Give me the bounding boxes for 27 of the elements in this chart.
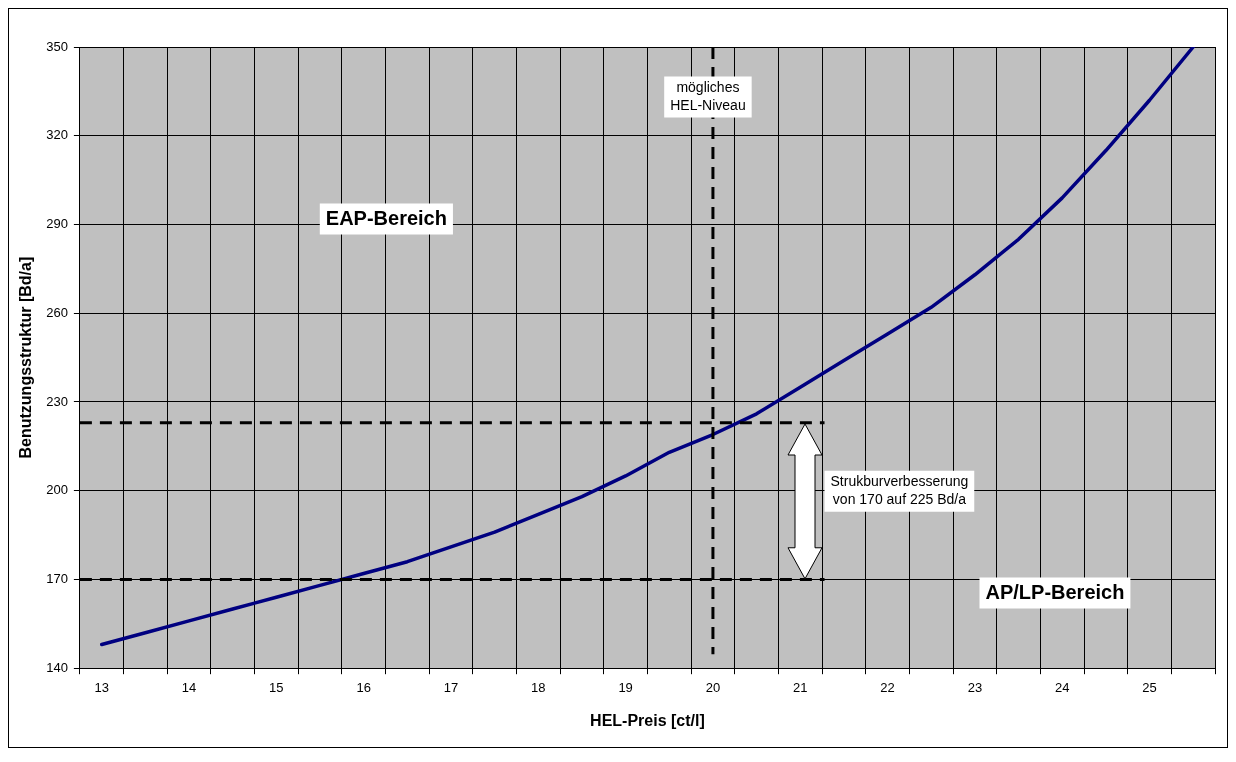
x-tick-label: 14 [181, 679, 197, 695]
x-tick-label: 20 [705, 679, 721, 695]
annotation: EAP-Bereich [325, 206, 447, 229]
y-tick-label: 230 [46, 393, 68, 409]
x-axis-title: HEL-Preis [ct/l] [590, 711, 705, 729]
x-tick-label: 24 [1054, 679, 1070, 695]
x-tick-label: 25 [1142, 679, 1157, 695]
y-tick-label: 200 [46, 482, 68, 498]
x-tick-label: 21 [793, 679, 808, 695]
x-tick-label: 17 [443, 679, 459, 695]
x-tick-label: 19 [618, 679, 633, 695]
x-tick-label: 22 [880, 679, 895, 695]
annotation: AP/LP-Bereich [985, 580, 1125, 603]
y-axis-title: Benutzungsstruktur [Bd/a] [17, 256, 35, 459]
x-tick-label: 13 [94, 679, 109, 695]
annotation: Strukburverbesserung von 170 auf 225 Bd/a [830, 473, 969, 507]
y-tick-label: 140 [46, 659, 68, 675]
x-tick-label: 23 [967, 679, 983, 695]
x-tick-label: 16 [356, 679, 371, 695]
y-tick-label: 260 [46, 304, 68, 320]
y-tick-label: 320 [46, 127, 68, 143]
x-tick-label: 18 [531, 679, 546, 695]
y-tick-label: 350 [46, 38, 68, 54]
x-tick-label: 15 [269, 679, 284, 695]
ref-line-label: mögliches HEL-Niveau [670, 79, 746, 113]
y-tick-label: 170 [46, 571, 68, 587]
y-tick-label: 290 [46, 216, 68, 232]
